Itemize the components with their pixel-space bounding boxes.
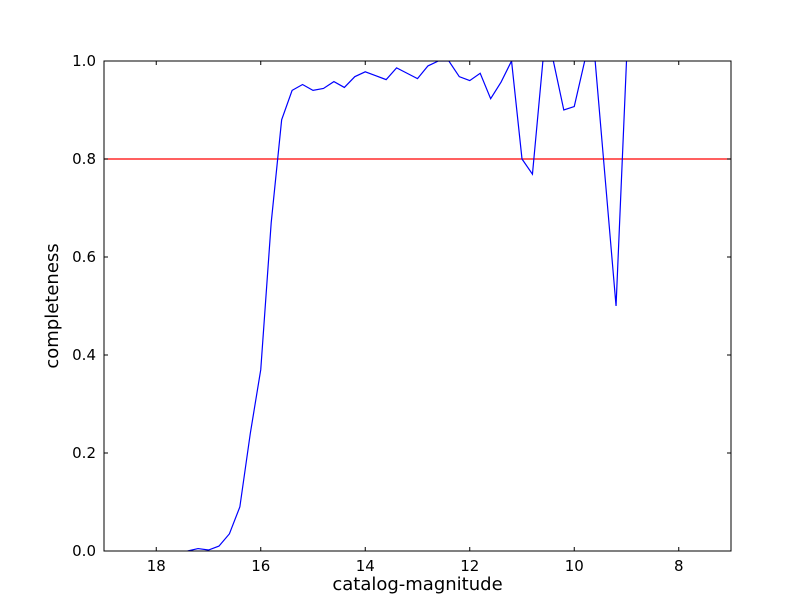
plot-frame [103,60,732,552]
x-tick-label: 12 [460,557,479,575]
y-tick-label: 0.8 [72,150,96,168]
x-tick-label: 16 [251,557,270,575]
y-axis-label: completeness [42,243,63,368]
y-tick-label: 0.2 [72,444,96,462]
completeness-series-line [187,61,628,551]
x-axis-label: catalog-magnitude [332,574,502,595]
y-tick-label: 0.0 [72,542,96,560]
x-tick-label: 10 [565,557,584,575]
y-tick-label: 0.4 [72,346,96,364]
y-tick-label: 1.0 [72,52,96,70]
x-tick-label: 14 [356,557,375,575]
plot-background [104,61,731,551]
x-tick-label: 18 [147,557,166,575]
x-tick-label: 8 [674,557,684,575]
y-tick-label: 0.6 [72,248,96,266]
